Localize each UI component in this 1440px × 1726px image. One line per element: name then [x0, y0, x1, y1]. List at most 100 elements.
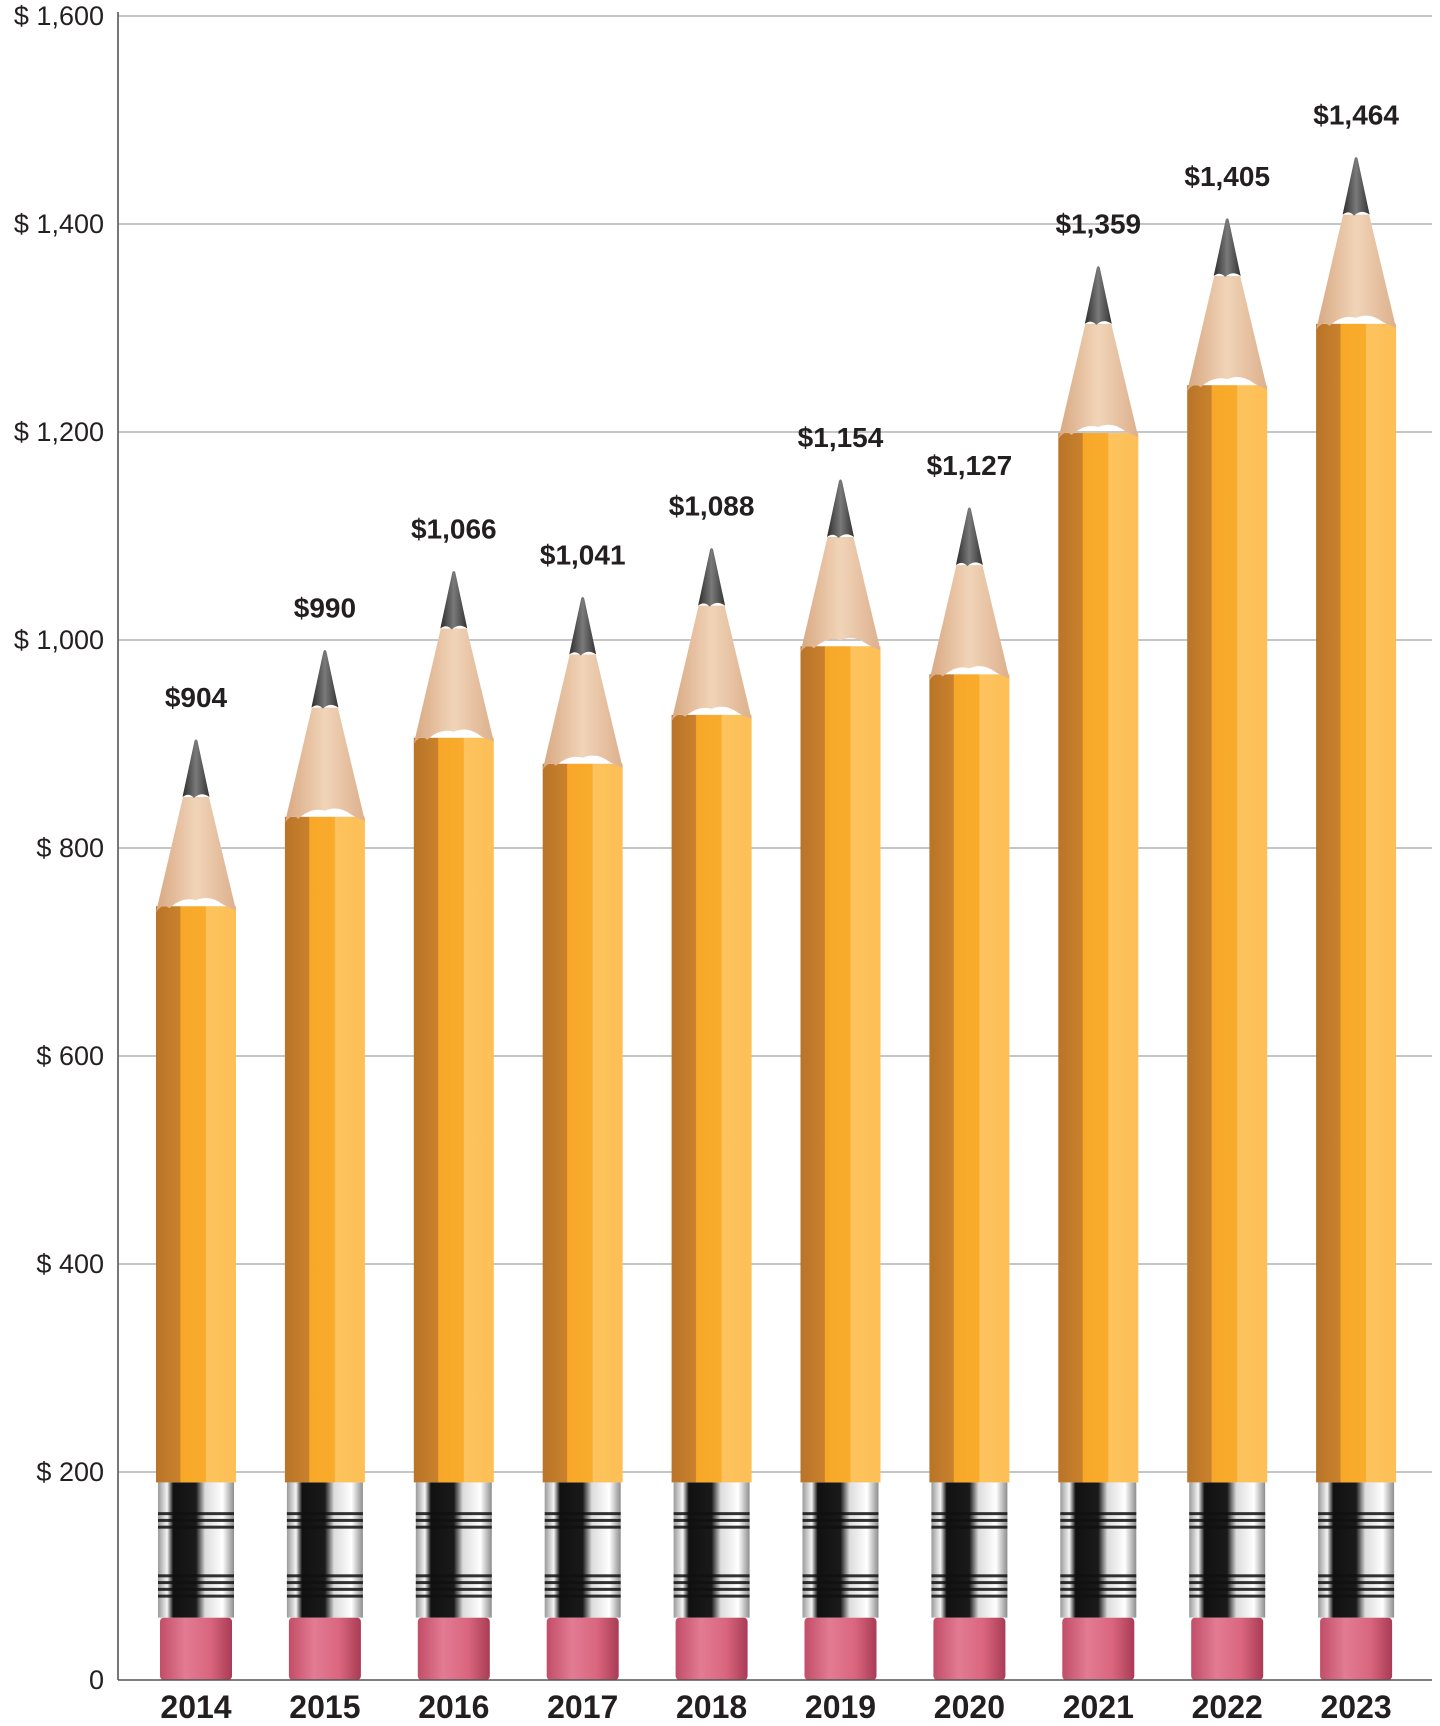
pencil-bar-2015	[284, 649, 365, 1680]
pencil-ferrule-band	[931, 1587, 1008, 1591]
pencil-ferrule-band	[158, 1512, 234, 1516]
pencil-wood-tip	[542, 654, 623, 770]
pencil-ferrule-band	[1318, 1512, 1395, 1516]
data-label: $1,088	[669, 490, 755, 521]
x-tick-label: 2018	[676, 1689, 747, 1725]
pencil-body	[800, 646, 881, 1483]
pencil-eraser	[1320, 1617, 1393, 1680]
pencil-lead	[311, 649, 339, 709]
pencil-ferrule-band	[1318, 1594, 1395, 1598]
x-tick-label: 2021	[1063, 1689, 1134, 1725]
pencil-body	[413, 737, 494, 1483]
pencil-ferrule-band	[931, 1594, 1008, 1598]
pencil-body	[156, 906, 236, 1483]
pencil-eraser	[933, 1617, 1006, 1680]
pencil-ferrule-band	[544, 1518, 621, 1522]
pencil-ferrule-band	[673, 1594, 750, 1598]
pencil-ferrule-band	[158, 1581, 234, 1585]
pencil-bar-2022	[1187, 218, 1268, 1680]
y-tick-label: $ 1,400	[14, 209, 104, 239]
pencil-eraser	[1062, 1617, 1135, 1680]
pencil-lead	[440, 570, 468, 630]
pencil-eraser	[675, 1617, 748, 1680]
pencil-ferrule-band	[802, 1581, 879, 1585]
pencil-wood-tip	[156, 797, 236, 913]
pencil-ferrule-band	[1060, 1581, 1137, 1585]
pencil-lead	[182, 739, 210, 799]
pencil-ferrule-band	[544, 1581, 621, 1585]
pencil-ferrule-band	[1189, 1574, 1266, 1578]
pencil-eraser	[546, 1617, 619, 1680]
pencil-ferrule-band	[931, 1512, 1008, 1516]
pencil-ferrule-band	[931, 1525, 1008, 1529]
pencil-ferrule-band	[1189, 1581, 1266, 1585]
data-label: $1,066	[411, 513, 497, 544]
pencil-ferrule-band	[931, 1574, 1008, 1578]
pencil-ferrule-band	[544, 1525, 621, 1529]
pencil-body	[542, 763, 623, 1483]
pencil-ferrule-band	[1318, 1581, 1395, 1585]
pencil-ferrule-band	[415, 1518, 492, 1522]
pencil-lead	[569, 596, 597, 656]
pencil-eraser	[288, 1617, 361, 1680]
pencil-lead	[1342, 156, 1370, 216]
pencil-ferrule-band	[931, 1581, 1008, 1585]
pencil-ferrule-band	[1318, 1525, 1395, 1529]
pencil-ferrule-band	[286, 1594, 363, 1598]
pencil-ferrule-band	[1189, 1518, 1266, 1522]
pencil-ferrule-band	[1318, 1587, 1395, 1591]
pencil-ferrule-band	[1318, 1518, 1395, 1522]
pencil-bar-2019	[800, 479, 881, 1680]
pencil-ferrule-band	[802, 1594, 879, 1598]
pencil-lead	[1213, 218, 1241, 277]
pencil-ferrule-band	[286, 1587, 363, 1591]
pencil-eraser	[1191, 1617, 1264, 1680]
x-tick-label: 2014	[160, 1689, 231, 1725]
pencil-ferrule-band	[286, 1512, 363, 1516]
pencil-ferrule-band	[286, 1574, 363, 1578]
pencil-lead	[698, 547, 726, 607]
pencil-ferrule-band	[673, 1525, 750, 1529]
x-tick-label: 2016	[418, 1689, 489, 1725]
pencil-wood-tip	[413, 628, 494, 744]
y-tick-label: $ 1,200	[14, 417, 104, 447]
pencil-wood-tip	[1058, 323, 1139, 440]
pencil-bar-2017	[542, 596, 623, 1680]
pencil-ferrule-band	[1189, 1587, 1266, 1591]
pencil-ferrule-band	[544, 1594, 621, 1598]
pencil-ferrule-band	[415, 1574, 492, 1578]
x-tick-label: 2023	[1321, 1689, 1392, 1725]
y-tick-label: $ 600	[36, 1041, 104, 1071]
value-labels: $904 $990 $1,066 $1,041 $1,088 $1,154 $1,127 $1…	[165, 99, 1399, 712]
pencil-ferrule-band	[286, 1518, 363, 1522]
x-axis-tick-labels: 2014 2015 2016 2017 2018 2019 2020 2021 2022 2023	[160, 1689, 1391, 1725]
data-label: $904	[165, 682, 228, 713]
pencil-ferrule-band	[673, 1518, 750, 1522]
pencil-ferrule-band	[544, 1574, 621, 1578]
pencil-body	[284, 816, 365, 1483]
pencil-ferrule-band	[158, 1525, 234, 1529]
pencil-ferrule-band	[931, 1518, 1008, 1522]
data-label: $990	[294, 592, 356, 623]
data-label: $1,464	[1313, 99, 1399, 130]
data-label: $1,127	[927, 450, 1013, 481]
pencil-ferrule-band	[544, 1587, 621, 1591]
y-tick-label: $ 400	[36, 1249, 104, 1279]
axis-layer	[117, 12, 1432, 1681]
pencil-wood-tip	[800, 537, 881, 653]
pencil-bar-2021	[1058, 266, 1139, 1680]
pencil-ferrule-band	[673, 1574, 750, 1578]
pencil-ferrule-band	[158, 1518, 234, 1522]
pencil-ferrule-band	[1189, 1594, 1266, 1598]
pencil-ferrule-band	[1060, 1594, 1137, 1598]
pencil-ferrule-band	[1060, 1525, 1137, 1529]
data-label: $1,041	[540, 539, 626, 570]
pencil-eraser	[804, 1617, 877, 1680]
pencil-body	[1187, 385, 1268, 1483]
pencil-body	[1058, 433, 1139, 1483]
pencil-ferrule-band	[286, 1581, 363, 1585]
pencil-ferrule-band	[415, 1587, 492, 1591]
pencil-lead	[955, 507, 983, 567]
pencil-ferrule-band	[673, 1512, 750, 1516]
